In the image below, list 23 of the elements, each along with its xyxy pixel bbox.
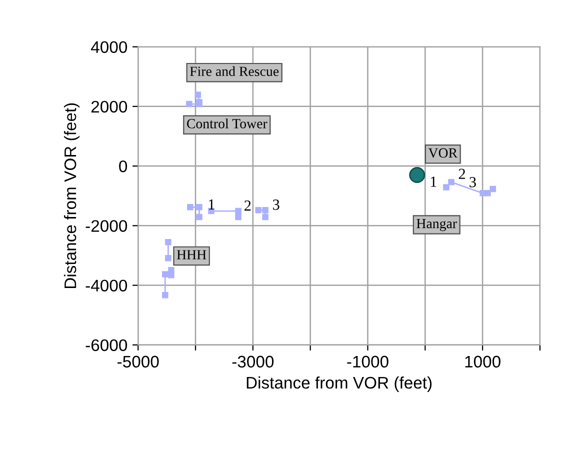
- annotation: Control Tower: [186, 118, 268, 128]
- annotation: 2: [458, 168, 466, 179]
- x-tick-label: -3000: [232, 356, 274, 368]
- x-tick-label: -1000: [347, 356, 388, 368]
- y-axis-title: Distance from VOR (feet): [64, 103, 80, 288]
- annotation: 3: [470, 177, 476, 188]
- annotation: 1: [430, 176, 436, 187]
- annotation: 2: [244, 200, 251, 211]
- x-tick-label: -5000: [118, 356, 159, 368]
- y-tick-label: 2000: [91, 100, 128, 113]
- annotation: VOR: [428, 148, 458, 158]
- annotation: Fire and Rescue: [190, 66, 279, 76]
- x-tick-label: 1000: [465, 356, 500, 368]
- y-tick-label: -4000: [86, 280, 128, 292]
- annotation: 3: [272, 200, 280, 210]
- y-tick-label: -2000: [86, 220, 128, 232]
- annotation: Hangar: [416, 218, 457, 232]
- y-tick-label: 4000: [90, 41, 128, 54]
- annotation: 1: [208, 199, 214, 210]
- annotation: HHH: [176, 250, 206, 260]
- x-axis-title: Distance from VOR (feet): [246, 376, 432, 392]
- y-tick-label: -6000: [86, 339, 128, 352]
- y-tick-label: 0: [119, 160, 128, 172]
